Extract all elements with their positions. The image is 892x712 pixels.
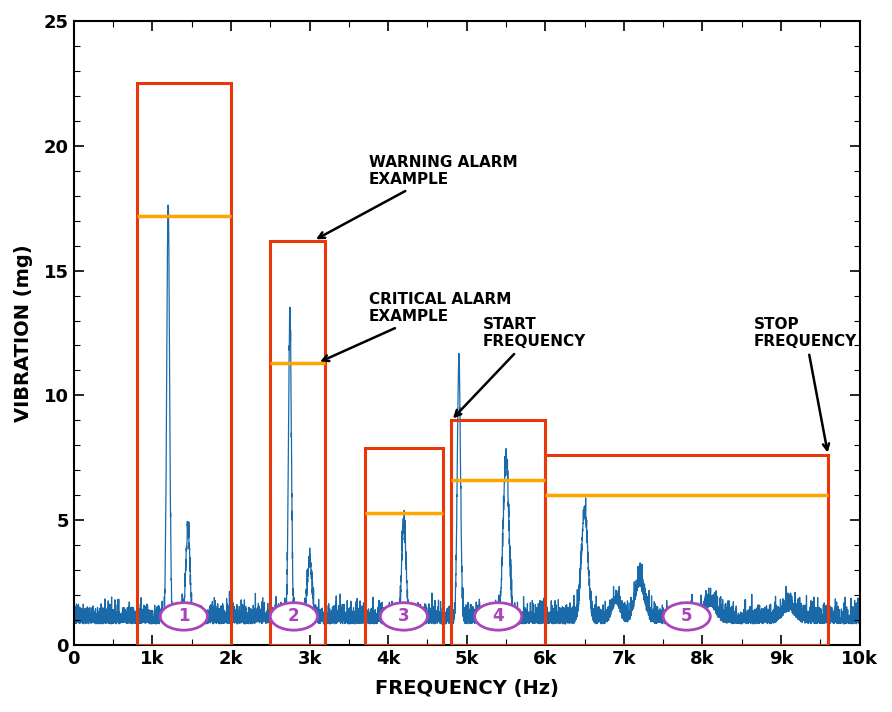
Text: START
FREQUENCY: START FREQUENCY [455,317,586,417]
Text: 5: 5 [681,607,692,625]
Text: 2: 2 [288,607,300,625]
Y-axis label: VIBRATION (mg): VIBRATION (mg) [14,244,33,422]
Ellipse shape [270,602,318,630]
Text: STOP
FREQUENCY: STOP FREQUENCY [754,317,857,450]
Text: 1: 1 [178,607,190,625]
Ellipse shape [663,602,710,630]
Bar [545,456,828,645]
Ellipse shape [475,602,522,630]
Bar [270,241,326,645]
Bar [136,83,231,645]
Ellipse shape [380,602,427,630]
X-axis label: FREQUENCY (Hz): FREQUENCY (Hz) [375,679,558,698]
Text: 3: 3 [398,607,409,625]
Bar [451,420,545,645]
Bar [365,448,443,645]
Text: 4: 4 [492,607,504,625]
Text: CRITICAL ALARM
EXAMPLE: CRITICAL ALARM EXAMPLE [323,292,511,361]
Ellipse shape [161,602,208,630]
Text: WARNING ALARM
EXAMPLE: WARNING ALARM EXAMPLE [318,155,517,238]
